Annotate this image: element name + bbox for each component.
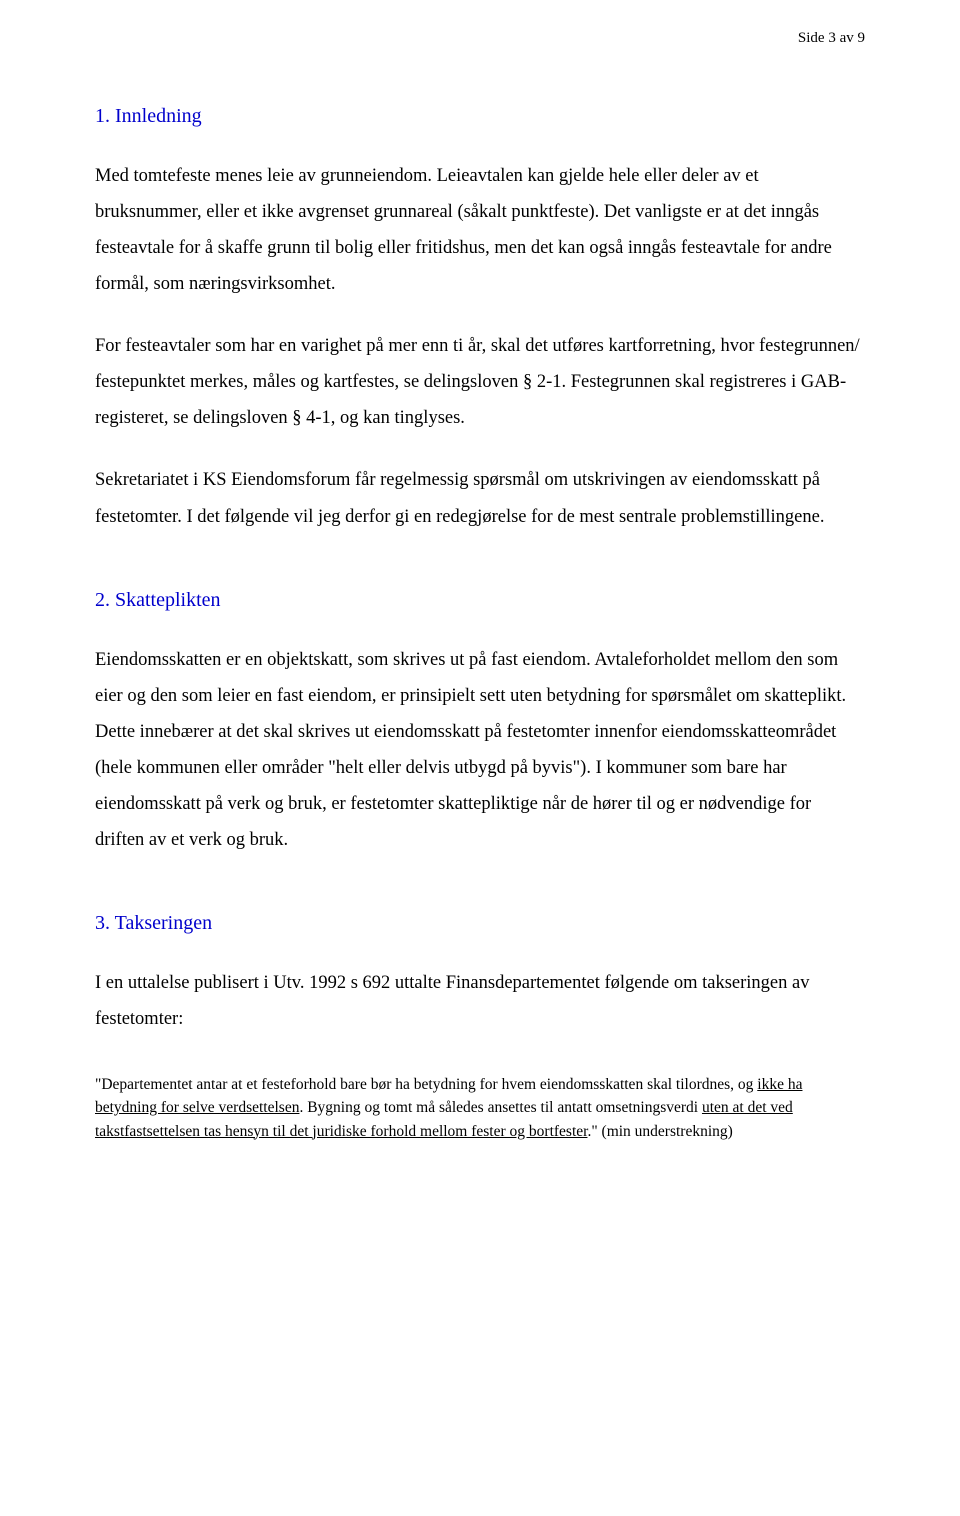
section-heading-1: 1. Innledning [95,105,865,128]
paragraph: Sekretariatet i KS Eiendomsforum får reg… [95,462,865,534]
paragraph: Eiendomsskatten er en objektskatt, som s… [95,642,865,858]
footnote-quote: "Departementet antar at et festeforhold … [95,1073,865,1143]
page-number: Side 3 av 9 [95,30,865,47]
paragraph: Med tomtefeste menes leie av grunneiendo… [95,158,865,302]
section-heading-3: 3. Takseringen [95,912,865,935]
paragraph: I en uttalelse publisert i Utv. 1992 s 6… [95,965,865,1037]
paragraph: For festeavtaler som har en varighet på … [95,328,865,436]
section-heading-2: 2. Skatteplikten [95,589,865,612]
footnote-text: ." (min understrekning) [587,1123,732,1140]
footnote-text: . Bygning og tomt må således ansettes ti… [299,1099,702,1116]
footnote-text: "Departementet antar at et festeforhold … [95,1076,757,1093]
